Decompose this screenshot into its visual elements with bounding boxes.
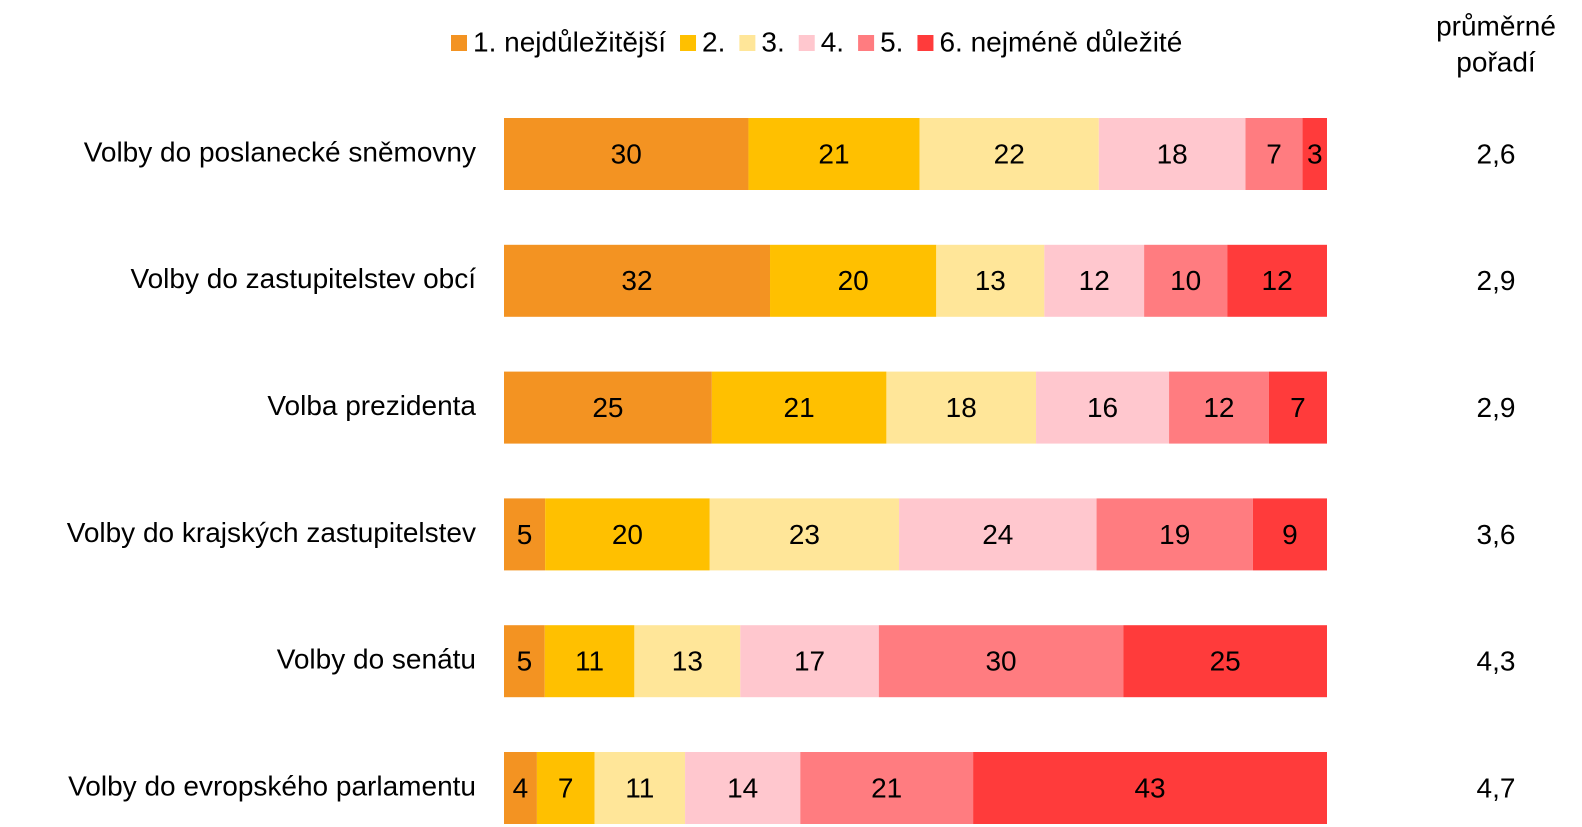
bar-segment	[1098, 118, 1246, 190]
data-label: 30	[611, 138, 642, 169]
bar-segment	[886, 371, 1037, 444]
bar-segment	[1169, 371, 1269, 444]
bar-segment	[1036, 371, 1170, 444]
data-label: 13	[975, 265, 1006, 296]
average-value: 2,9	[1477, 392, 1516, 423]
category-label: Volby do poslanecké sněmovny	[84, 136, 476, 167]
legend-swatch	[739, 35, 756, 51]
bar-segment	[1252, 498, 1327, 571]
bar-segment	[770, 244, 937, 317]
data-label: 21	[818, 138, 849, 169]
data-label: 18	[946, 392, 977, 423]
data-label: 17	[794, 646, 825, 677]
category-label: Volby do evropského parlamentu	[68, 770, 476, 801]
data-label: 16	[1087, 392, 1118, 423]
bar-segment	[973, 752, 1327, 824]
bar-segment	[711, 371, 887, 444]
bar-segment	[919, 118, 1099, 190]
legend-label: 4.	[821, 26, 844, 57]
bar-segment	[545, 498, 710, 571]
bar-segment	[1268, 371, 1327, 444]
bar-segment	[748, 118, 920, 190]
data-label: 7	[1290, 392, 1306, 423]
data-label: 21	[784, 392, 815, 423]
bar-segment	[1245, 118, 1303, 190]
bar-segment	[536, 752, 595, 824]
legend-swatch	[917, 35, 934, 51]
average-title: pořadí	[1456, 46, 1536, 77]
bar-segment	[936, 244, 1045, 317]
bar-segment	[504, 625, 545, 698]
data-label: 22	[994, 138, 1025, 169]
bar-segment	[1302, 118, 1327, 190]
bar-segment	[504, 752, 537, 824]
data-label: 9	[1282, 519, 1298, 550]
data-label: 10	[1170, 265, 1201, 296]
legend-label: 5.	[880, 26, 903, 57]
legend-label: 3.	[761, 26, 784, 57]
data-label: 18	[1157, 138, 1188, 169]
category-label: Volba prezidenta	[267, 390, 476, 421]
data-label: 20	[612, 519, 643, 550]
data-label: 32	[621, 265, 652, 296]
category-label: Volby do krajských zastupitelstev	[67, 517, 476, 548]
data-label: 43	[1134, 772, 1165, 803]
bar-segment	[1227, 244, 1327, 317]
data-label: 30	[985, 646, 1016, 677]
legend-swatch	[858, 35, 875, 51]
bar-segment	[634, 625, 741, 698]
category-label: Volby do zastupitelstev obcí	[130, 263, 476, 294]
average-value: 2,9	[1477, 265, 1516, 296]
bar-segment	[1096, 498, 1253, 571]
legend-label: 1. nejdůležitější	[473, 26, 666, 57]
bar-segment	[504, 244, 771, 317]
bar-segment	[594, 752, 686, 824]
data-label: 12	[1079, 265, 1110, 296]
data-label: 19	[1159, 519, 1190, 550]
category-label: Volby do senátu	[277, 644, 476, 675]
bar-segment	[740, 625, 879, 698]
bar-segment	[800, 752, 974, 824]
bar-segment	[899, 498, 1097, 571]
legend-label: 2.	[702, 26, 725, 57]
legend-swatch	[798, 35, 815, 51]
bar-segment	[504, 498, 546, 571]
legend-swatch	[680, 35, 697, 51]
data-label: 24	[982, 519, 1013, 550]
data-label: 5	[517, 519, 533, 550]
data-label: 14	[727, 772, 758, 803]
bar-segment	[709, 498, 900, 571]
average-value: 4,7	[1477, 772, 1516, 803]
bar-segment	[1123, 625, 1327, 698]
data-label: 11	[625, 772, 654, 803]
data-label: 7	[558, 772, 574, 803]
data-label: 7	[1266, 138, 1282, 169]
data-label: 25	[592, 392, 623, 423]
average-value: 3,6	[1477, 519, 1516, 550]
data-label: 13	[672, 646, 703, 677]
bar-segment	[1044, 244, 1145, 317]
data-label: 12	[1203, 392, 1234, 423]
average-value: 2,6	[1477, 138, 1516, 169]
legend-swatch	[451, 35, 467, 51]
data-label: 5	[517, 646, 533, 677]
bar-segment	[504, 371, 712, 444]
legend-label: 6. nejméně důležité	[939, 26, 1182, 57]
bar-segment	[544, 625, 635, 698]
data-label: 3	[1307, 138, 1323, 169]
data-label: 11	[575, 646, 604, 677]
data-label: 21	[871, 772, 902, 803]
data-label: 12	[1262, 265, 1293, 296]
bar-segment	[685, 752, 801, 824]
average-title: průměrné	[1436, 10, 1556, 41]
bar-segment	[504, 118, 749, 190]
data-label: 20	[838, 265, 869, 296]
bar-segment	[1144, 244, 1228, 317]
data-label: 25	[1210, 646, 1241, 677]
data-label: 4	[513, 772, 529, 803]
average-value: 4,3	[1477, 646, 1516, 677]
data-label: 23	[789, 519, 820, 550]
bar-segment	[878, 625, 1124, 698]
